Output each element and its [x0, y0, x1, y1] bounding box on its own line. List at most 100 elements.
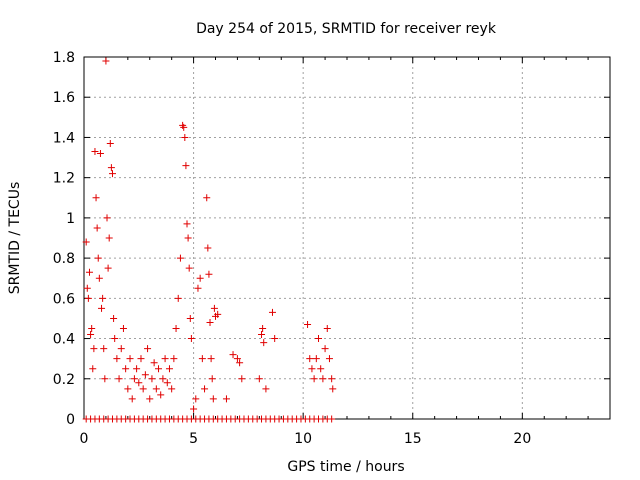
data-point — [306, 355, 314, 363]
data-point — [126, 355, 134, 363]
data-point — [172, 325, 180, 332]
data-point — [328, 375, 336, 383]
data-point — [87, 331, 95, 339]
data-point — [233, 355, 241, 363]
data-point — [181, 133, 189, 141]
data-point — [268, 308, 276, 316]
data-point — [85, 268, 93, 276]
chart-title: Day 254 of 2015, SRMTID for receiver rey… — [196, 21, 497, 37]
x-tick-label: 0 — [80, 431, 89, 447]
data-point — [102, 57, 110, 65]
data-point — [146, 395, 154, 403]
data-point — [99, 294, 107, 302]
data-point — [94, 254, 102, 262]
y-tick-label: 0.4 — [53, 332, 75, 348]
data-point — [84, 294, 92, 302]
data-point — [98, 304, 106, 312]
y-tick-label: 1.2 — [53, 171, 75, 187]
data-point — [325, 355, 333, 363]
data-point — [204, 244, 212, 252]
data-point — [152, 385, 160, 393]
data-point — [214, 310, 222, 318]
data-point — [174, 294, 182, 302]
data-point — [155, 365, 163, 373]
y-axis-label: SRMTID / TECUs — [7, 182, 23, 295]
data-point — [107, 164, 115, 172]
data-point — [317, 365, 325, 373]
data-point — [319, 375, 327, 383]
data-point — [185, 264, 193, 272]
y-tick-label: 1 — [66, 211, 75, 227]
y-tick-label: 0.2 — [53, 372, 75, 388]
data-point — [236, 359, 244, 367]
x-tick-label: 10 — [294, 431, 312, 447]
data-point — [159, 375, 167, 383]
y-tick-label: 0.8 — [53, 251, 75, 267]
data-point — [258, 331, 266, 339]
data-point — [238, 375, 246, 383]
grid-lines — [84, 57, 610, 419]
data-point — [308, 365, 316, 373]
data-point — [106, 139, 114, 147]
data-points — [82, 57, 337, 423]
data-point — [201, 385, 209, 393]
data-point — [184, 234, 192, 242]
data-point — [111, 335, 119, 343]
data-point — [83, 284, 91, 292]
data-point — [180, 123, 188, 131]
x-tick-label: 5 — [189, 431, 198, 447]
y-tick-label: 0 — [66, 412, 75, 428]
data-point — [96, 150, 104, 158]
data-point — [139, 385, 147, 393]
data-point — [133, 365, 141, 373]
data-point — [168, 385, 176, 393]
data-point — [170, 355, 178, 363]
data-point — [91, 148, 99, 156]
data-point — [196, 274, 204, 282]
data-point — [255, 375, 263, 383]
data-point — [321, 345, 329, 353]
data-point — [222, 395, 230, 403]
data-point — [260, 339, 268, 347]
data-point — [190, 405, 198, 413]
data-point — [100, 345, 108, 353]
data-point — [95, 274, 103, 282]
data-point — [229, 351, 237, 359]
data-point — [205, 270, 213, 278]
data-point — [315, 335, 323, 343]
data-point — [108, 170, 116, 178]
data-point — [210, 304, 218, 312]
data-point — [115, 375, 123, 383]
data-point — [144, 345, 152, 353]
data-point — [157, 391, 165, 399]
data-point — [150, 359, 158, 367]
data-point — [110, 314, 118, 322]
data-point — [119, 325, 127, 332]
data-point — [259, 325, 267, 332]
data-point — [122, 365, 130, 373]
data-point — [183, 220, 191, 228]
data-point — [312, 355, 320, 363]
data-point — [329, 385, 337, 393]
data-point — [135, 379, 143, 387]
data-point — [163, 379, 171, 387]
data-point — [187, 335, 195, 343]
data-point — [103, 214, 111, 222]
axis-ticks: 0 0.2 0.4 0.6 0.8 1 1.2 1.4 1.6 1.8 0 5 10 15 20 — [53, 50, 611, 447]
data-point — [323, 325, 331, 332]
data-point — [117, 345, 125, 353]
data-point — [165, 365, 173, 373]
data-point — [194, 284, 202, 292]
data-point — [161, 355, 169, 363]
data-point — [104, 264, 112, 272]
data-point — [182, 162, 190, 170]
data-point — [82, 238, 90, 246]
data-point — [209, 395, 217, 403]
data-point — [130, 375, 138, 383]
data-point — [124, 385, 132, 393]
data-point — [128, 395, 136, 403]
data-point — [90, 345, 98, 353]
y-tick-label: 1.4 — [53, 130, 75, 146]
